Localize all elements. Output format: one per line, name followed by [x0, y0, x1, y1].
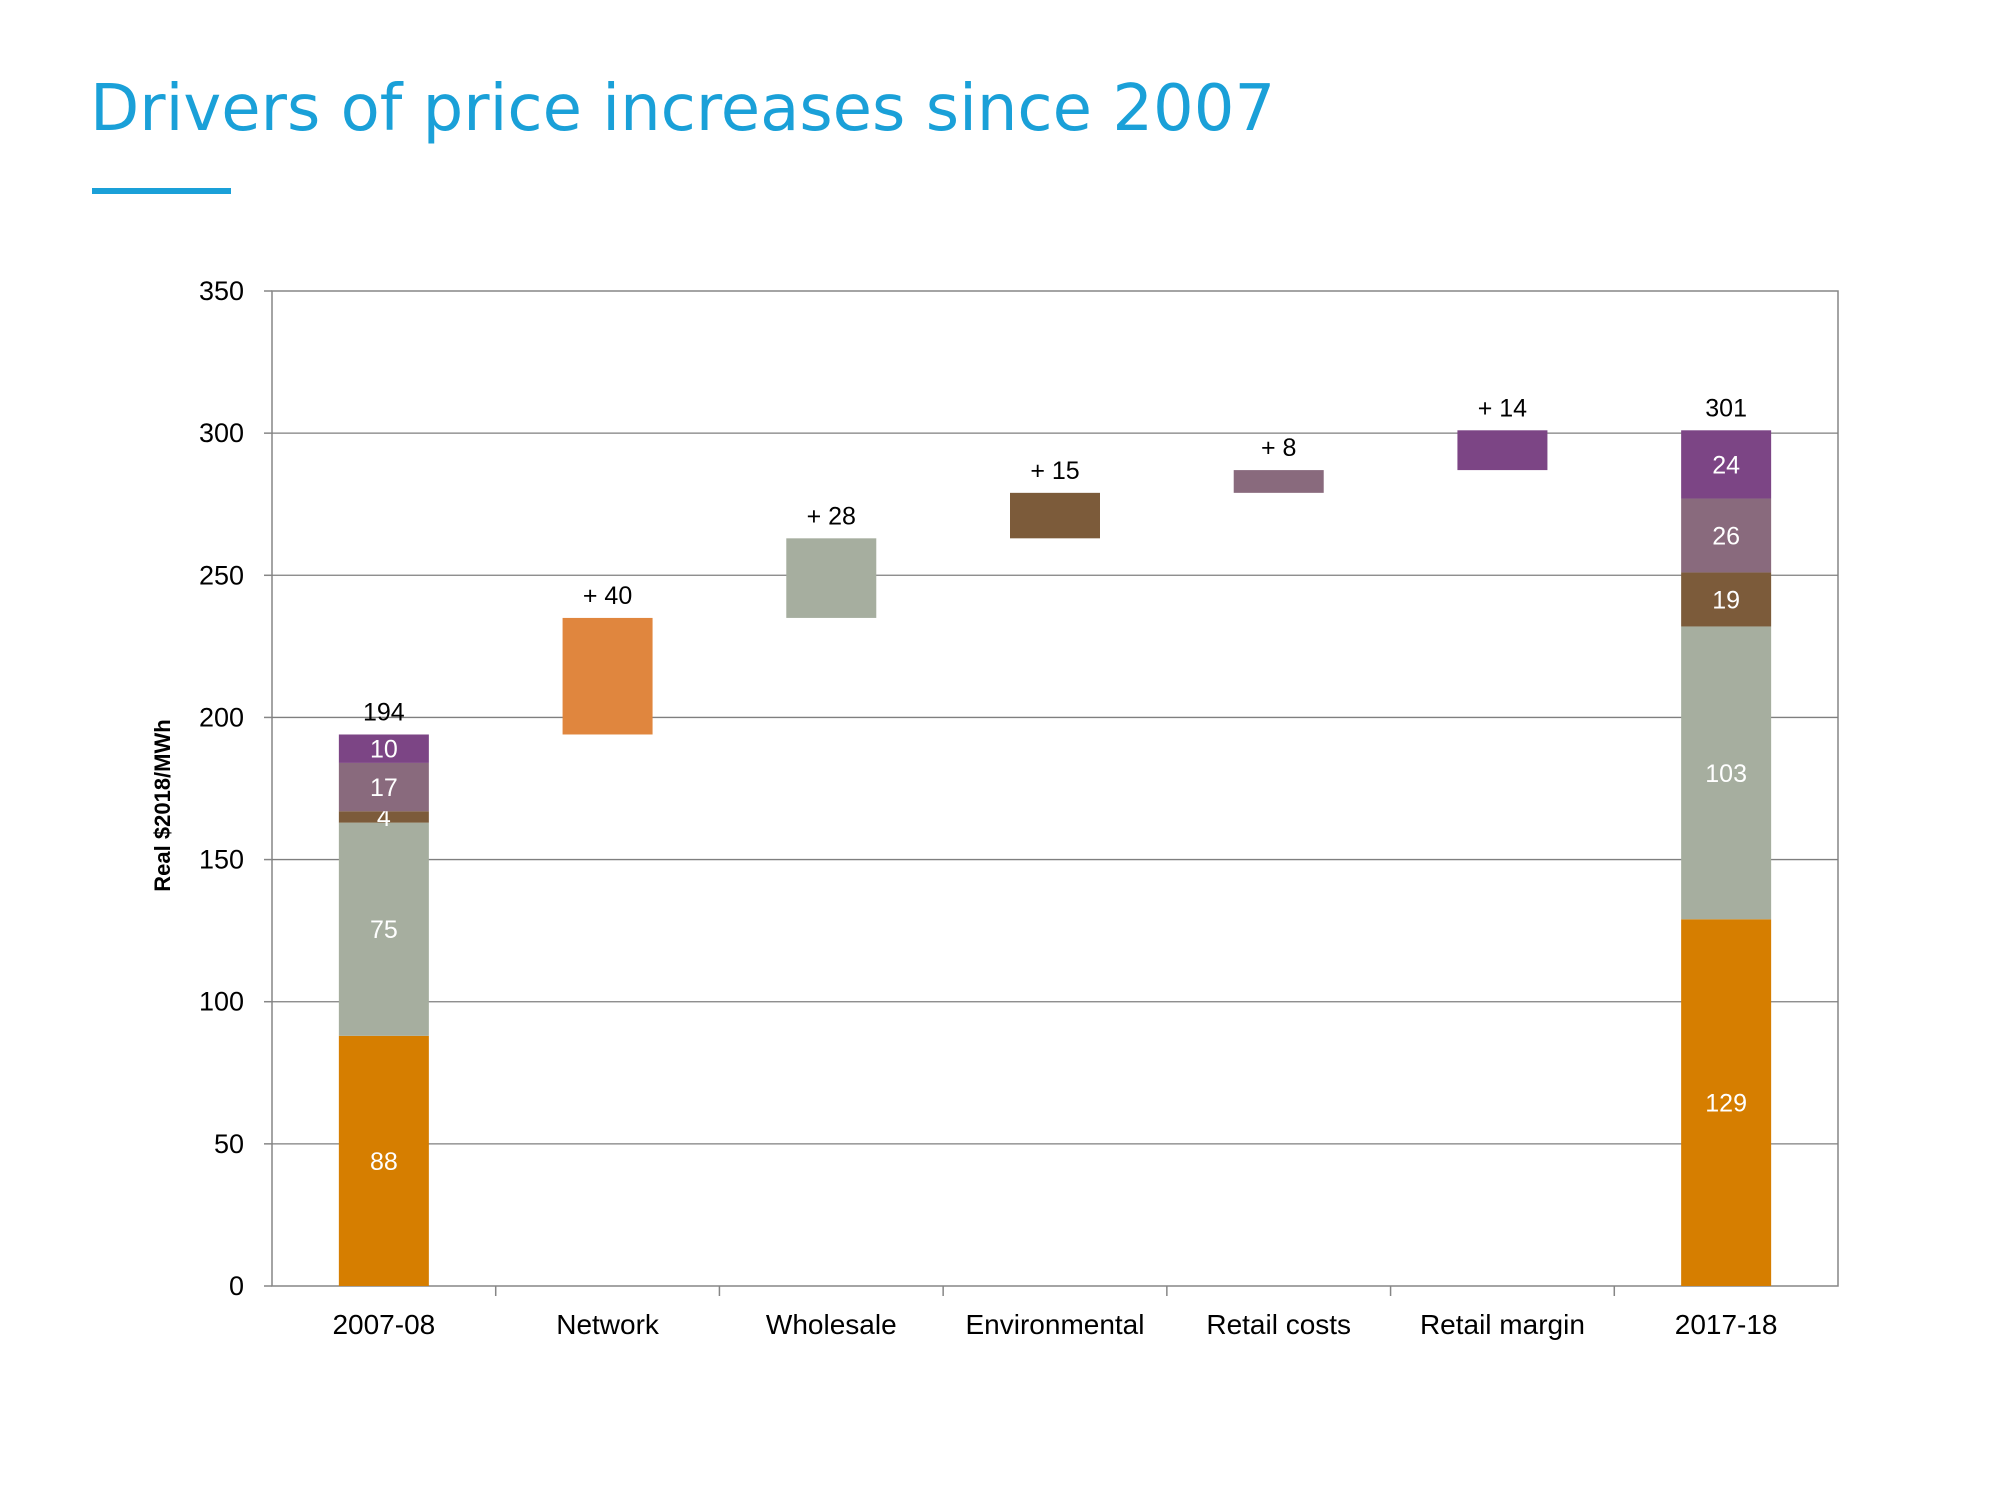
step-label: + 15 — [1030, 457, 1079, 485]
y-tick-label: 150 — [199, 845, 244, 875]
step-bar-retail-costs — [1233, 470, 1324, 493]
bar-2007-08-retail-costs — [338, 762, 429, 812]
segment-label: 17 — [370, 774, 398, 802]
plot-area-border — [271, 290, 1839, 1287]
bar-2007-08-network — [338, 1035, 429, 1286]
segment-label: 75 — [370, 916, 398, 944]
slide-title: Drivers of price increases since 2007 — [90, 72, 1276, 146]
segment-label: 10 — [370, 736, 398, 764]
y-axis-title: Real $2018/MWh — [150, 719, 175, 891]
y-tick-label: 50 — [214, 1129, 244, 1159]
step-bar-environmental — [1010, 492, 1100, 539]
title-underline — [92, 188, 231, 194]
step-label: + 8 — [1261, 434, 1296, 462]
segment-label: 129 — [1705, 1090, 1747, 1118]
step-label: + 28 — [807, 502, 856, 530]
bar-2017-18-retail-margin — [1681, 430, 1772, 499]
bar-2017-18-environmental — [1681, 572, 1772, 627]
segment-label: 19 — [1712, 586, 1740, 614]
y-tick-label: 250 — [199, 560, 244, 590]
step-bar-network — [562, 617, 653, 735]
step-bar-wholesale — [786, 538, 877, 618]
y-tick-label: 200 — [199, 702, 244, 732]
y-tick-label: 0 — [229, 1271, 244, 1301]
bar-2007-08-wholesale — [338, 822, 429, 1036]
x-label-environmental: Environmental — [966, 1309, 1145, 1340]
bar-2017-18-network — [1681, 919, 1772, 1286]
bar-2017-18-retail-costs — [1681, 498, 1772, 573]
bar-2017-18-wholesale — [1681, 626, 1772, 920]
segment-label: 24 — [1712, 451, 1740, 479]
x-label-retail-costs: Retail costs — [1206, 1309, 1351, 1340]
x-label-2007-08: 2007-08 — [332, 1309, 435, 1340]
x-label-wholesale: Wholesale — [766, 1309, 897, 1340]
step-label: + 40 — [583, 582, 632, 610]
step-label: + 14 — [1478, 394, 1527, 422]
segment-label: 88 — [370, 1148, 398, 1176]
bar-2007-08-environmental — [338, 811, 429, 823]
x-label-2017-18: 2017-18 — [1675, 1309, 1778, 1340]
total-label: 194 — [363, 698, 405, 726]
total-label: 301 — [1705, 394, 1747, 422]
segment-label: 103 — [1705, 760, 1747, 788]
y-tick-label: 100 — [199, 987, 244, 1017]
bar-2007-08-retail-margin — [338, 734, 429, 763]
step-bar-retail-margin — [1457, 430, 1548, 471]
y-tick-label: 350 — [199, 276, 244, 306]
y-tick-label: 300 — [199, 418, 244, 448]
segment-label: 26 — [1712, 522, 1740, 550]
x-label-retail-margin: Retail margin — [1420, 1309, 1585, 1340]
x-label-network: Network — [556, 1309, 660, 1340]
